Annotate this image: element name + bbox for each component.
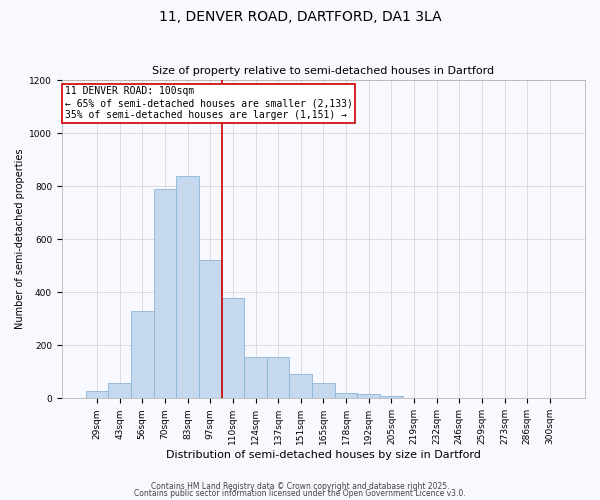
Bar (289, 374, 312, 398)
Bar (221, 298, 244, 398)
Text: Contains HM Land Registry data © Crown copyright and database right 2025.: Contains HM Land Registry data © Crown c… (151, 482, 449, 491)
Bar (380, 396, 403, 398)
Bar (86, 391, 109, 398)
Title: Size of property relative to semi-detached houses in Dartford: Size of property relative to semi-detach… (152, 66, 494, 76)
Bar (131, 311, 154, 398)
Y-axis label: Number of semi-detached properties: Number of semi-detached properties (15, 149, 25, 330)
Bar (176, 176, 199, 398)
Bar (154, 189, 176, 398)
Bar (335, 393, 358, 398)
Text: Contains public sector information licensed under the Open Government Licence v3: Contains public sector information licen… (134, 489, 466, 498)
Bar (312, 383, 335, 398)
Text: 11, DENVER ROAD, DARTFORD, DA1 3LA: 11, DENVER ROAD, DARTFORD, DA1 3LA (158, 10, 442, 24)
X-axis label: Distribution of semi-detached houses by size in Dartford: Distribution of semi-detached houses by … (166, 450, 481, 460)
Text: 11 DENVER ROAD: 100sqm
← 65% of semi-detached houses are smaller (2,133)
35% of : 11 DENVER ROAD: 100sqm ← 65% of semi-det… (65, 86, 352, 120)
Bar (267, 357, 289, 399)
Bar (244, 357, 267, 399)
Bar (109, 383, 131, 398)
Bar (358, 394, 380, 398)
Bar (199, 260, 221, 398)
